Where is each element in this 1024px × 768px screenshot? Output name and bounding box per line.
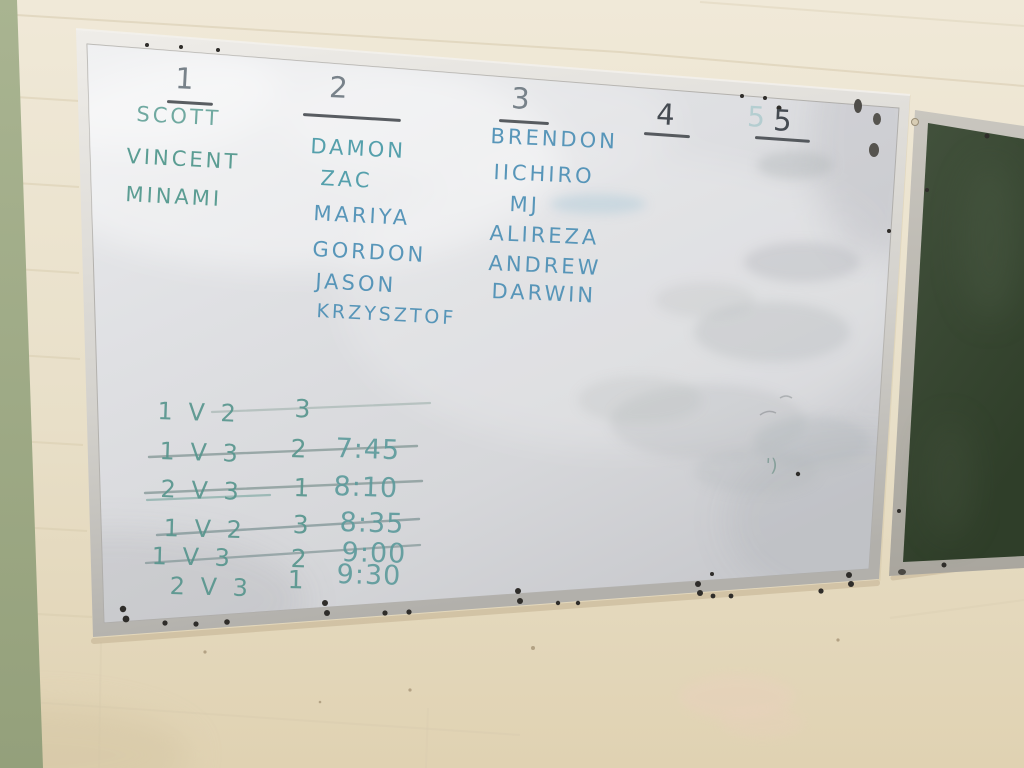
match-2-num: 2 [290, 434, 307, 464]
column-5-header-ghost: 5 [746, 100, 766, 134]
name-mariya: MARIYA [312, 201, 411, 231]
name-andrew: ANDREW [488, 251, 602, 280]
match-4-num: 3 [292, 510, 309, 540]
match-6-teams: 2 V 3 [169, 572, 253, 603]
name-jason: JASON [314, 269, 397, 298]
column-5-header: 5 [772, 103, 793, 138]
whiteboard-smudges [550, 151, 870, 494]
tape-residue [759, 99, 881, 416]
match-4-time: 8:35 [339, 507, 405, 540]
column-3-header: 3 [510, 81, 531, 116]
name-gordon: GORDON [311, 237, 427, 267]
strikethrough-row-5 [144, 543, 422, 565]
column-1-header: 1 [174, 61, 195, 96]
name-brendon: BRENDON [490, 124, 619, 154]
column-4-header: 4 [655, 97, 676, 132]
match-6-time: 9:30 [336, 559, 402, 592]
match-1-num: 3 [294, 394, 311, 424]
stray-pen-mark: ') [765, 455, 779, 477]
name-mj: MJ [509, 192, 541, 218]
name-damon: DAMON [309, 134, 407, 163]
column-2-header: 2 [328, 70, 349, 105]
wall-stains [0, 638, 840, 768]
strikethrough-row-2 [147, 444, 419, 459]
name-alireza: ALIREZA [489, 221, 600, 250]
match-1-teams: 1 V 2 [157, 397, 241, 428]
match-6-num: 1 [287, 565, 304, 595]
name-iichiro: IICHIRO [493, 160, 596, 189]
match-3-num: 1 [293, 473, 310, 503]
match-3-teams: 2 V 3 [160, 475, 244, 506]
name-minami: MINAMI [124, 182, 223, 212]
strikethrough-row-3 [143, 479, 424, 495]
name-scott: SCOTT [135, 102, 222, 131]
name-darwin: DARWIN [491, 279, 597, 308]
strikethrough-row-1 [210, 401, 432, 414]
screws-and-magnets [119, 43, 990, 627]
name-zac: ZAC [319, 166, 374, 193]
strikethrough-row-4 [155, 517, 421, 537]
green-paint-stripe [0, 0, 43, 768]
whiteboard-glare [87, 44, 899, 623]
chalkboard-smears [925, 160, 1020, 540]
strikethrough-row-3b [145, 493, 272, 502]
strikethrough-lines [143, 401, 432, 565]
name-vincent: VINCENT [125, 144, 241, 174]
match-2-teams: 1 V 3 [159, 437, 243, 468]
match-4-teams: 1 V 2 [163, 514, 247, 545]
match-3-time: 8:10 [332, 471, 399, 505]
match-5-teams: 1 V 3 [151, 542, 235, 573]
frame-highlight [75, 28, 911, 96]
match-2-time: 7:45 [334, 433, 401, 467]
